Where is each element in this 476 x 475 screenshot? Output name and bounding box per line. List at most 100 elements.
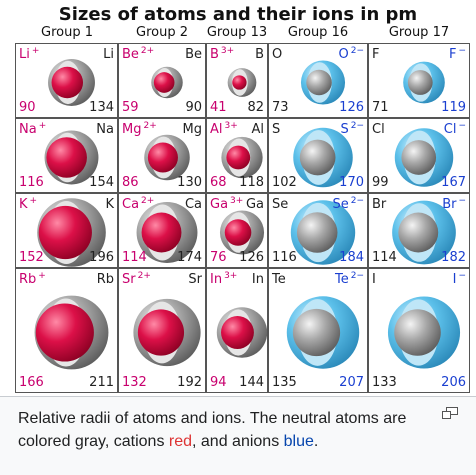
- ion-symbol-text: I: [452, 272, 457, 287]
- group-header: Group 2: [136, 25, 188, 40]
- ion-symbol-text: Se: [332, 197, 349, 212]
- atom-symbol: Mg: [182, 122, 202, 137]
- atom-symbol: Ca: [184, 197, 202, 212]
- atom-radius: 102: [272, 175, 297, 190]
- atom-symbol: Sr: [188, 272, 202, 287]
- atom-sphere: [299, 139, 336, 176]
- atom-symbol: I: [372, 272, 376, 287]
- ion-symbol: Li +: [19, 46, 39, 63]
- atom-sphere: [394, 309, 441, 356]
- ion-symbol-text: Te: [334, 272, 349, 287]
- atom-sphere: [292, 308, 341, 357]
- ion-radius: 170: [339, 175, 364, 190]
- ion-charge: +: [29, 196, 38, 206]
- atom-symbol: Li: [103, 47, 114, 62]
- ion-charge: 2−: [350, 271, 364, 281]
- ion-symbol: Sr 2+: [122, 271, 151, 288]
- atom-radius: 144: [239, 375, 264, 390]
- ion-charge: 2+: [137, 271, 151, 281]
- ion-symbol-text: S: [340, 122, 349, 137]
- ion-charge: 2+: [140, 46, 155, 56]
- atom-radius: 73: [272, 100, 289, 115]
- ion-atom-spheres: [37, 198, 106, 267]
- atom-radius: 130: [177, 175, 202, 190]
- ion-charge: −: [458, 271, 466, 281]
- element-cell: Cl − Cl 167 99: [368, 118, 470, 193]
- ion-symbol: K +: [19, 196, 38, 213]
- atom-symbol: F: [372, 47, 380, 62]
- ion-atom-spheres: [293, 127, 353, 188]
- ion-charge: 3+: [224, 121, 238, 131]
- atom-radius: 135: [272, 375, 297, 390]
- ion-charge: −: [458, 46, 466, 56]
- ion-symbol: Se 2−: [332, 196, 364, 213]
- ion-atom-spheres: [219, 210, 265, 255]
- element-cell: Al 3+ Al 68 118: [206, 118, 268, 193]
- element-cell: O 2− O 126 73: [268, 43, 368, 118]
- element-cell: Na + Na 116 154: [15, 118, 118, 193]
- ion-symbol: In 3+: [210, 271, 237, 288]
- ion-radius: 90: [19, 100, 36, 115]
- ion-symbol-text: K: [19, 197, 28, 212]
- ion-radius: 152: [19, 250, 44, 265]
- ion-radius: 126: [339, 100, 364, 115]
- ion-symbol: S 2−: [340, 121, 364, 138]
- ion-radius: 114: [122, 250, 147, 265]
- ion-symbol-text: Br: [442, 197, 457, 212]
- ion-radius: 167: [441, 175, 466, 190]
- cation-sphere: [226, 145, 251, 170]
- ion-symbol-text: Li: [19, 47, 30, 62]
- ion-radius: 68: [210, 175, 227, 190]
- element-cell: Te 2− Te 207 135: [268, 268, 368, 393]
- element-cell: Br − Br 182 114: [368, 193, 470, 268]
- ion-symbol: Al 3+: [210, 121, 238, 138]
- atom-sphere: [306, 69, 332, 96]
- atom-radius: 211: [89, 375, 114, 390]
- ion-atom-spheres: [133, 298, 201, 367]
- cation-sphere: [35, 303, 94, 362]
- atom-radius: 116: [272, 250, 297, 265]
- cation-sphere: [46, 137, 87, 178]
- caption-box: Relative radii of atoms and ions. The ne…: [0, 396, 476, 475]
- ion-atom-spheres: [290, 200, 356, 265]
- ion-atom-spheres: [221, 136, 263, 179]
- caption-suffix: .: [313, 433, 319, 450]
- atom-symbol: S: [272, 122, 281, 137]
- ion-atom-spheres: [44, 130, 99, 185]
- caption-prefix: Relative radii of atoms and ions. The ne…: [18, 410, 407, 450]
- ion-charge: 3+: [220, 46, 235, 56]
- atom-sphere: [401, 140, 437, 175]
- atom-symbol: K: [105, 197, 114, 212]
- ion-symbol-text: Sr: [122, 272, 136, 287]
- cation-sphere: [51, 66, 84, 99]
- ion-atom-spheres: [394, 128, 454, 187]
- ion-charge: 2−: [350, 46, 364, 56]
- ion-atom-spheres: [216, 307, 267, 358]
- ion-radius: 184: [339, 250, 364, 265]
- ion-atom-spheres: [227, 68, 257, 97]
- ion-symbol-text: Al: [210, 122, 223, 137]
- cation-sphere: [221, 316, 254, 349]
- ion-charge: 2+: [141, 196, 155, 206]
- atom-sphere: [407, 70, 433, 95]
- ion-atom-spheres: [387, 296, 461, 369]
- atom-symbol: Al: [251, 122, 264, 137]
- ion-atom-spheres: [286, 296, 360, 369]
- ion-symbol-text: Ca: [122, 197, 140, 212]
- ion-symbol: O 2−: [338, 46, 364, 63]
- atom-radius: 192: [177, 375, 202, 390]
- ion-symbol: I −: [452, 271, 466, 288]
- cation-sphere: [232, 75, 247, 90]
- cation-sphere: [153, 72, 175, 93]
- figure-title: Sizes of atoms and their ions in pm: [58, 4, 418, 25]
- ion-symbol: Te 2−: [334, 271, 364, 288]
- atom-radius: 90: [185, 100, 202, 115]
- atom-radius: 196: [89, 250, 114, 265]
- ion-charge: 2+: [143, 121, 157, 131]
- ion-symbol: Ga 3+: [210, 196, 243, 213]
- group-header: Group 1: [41, 25, 93, 40]
- element-cell: B 3+ B 41 82: [206, 43, 268, 118]
- atom-symbol: Cl: [372, 122, 385, 137]
- enlarge-icon[interactable]: [442, 407, 458, 419]
